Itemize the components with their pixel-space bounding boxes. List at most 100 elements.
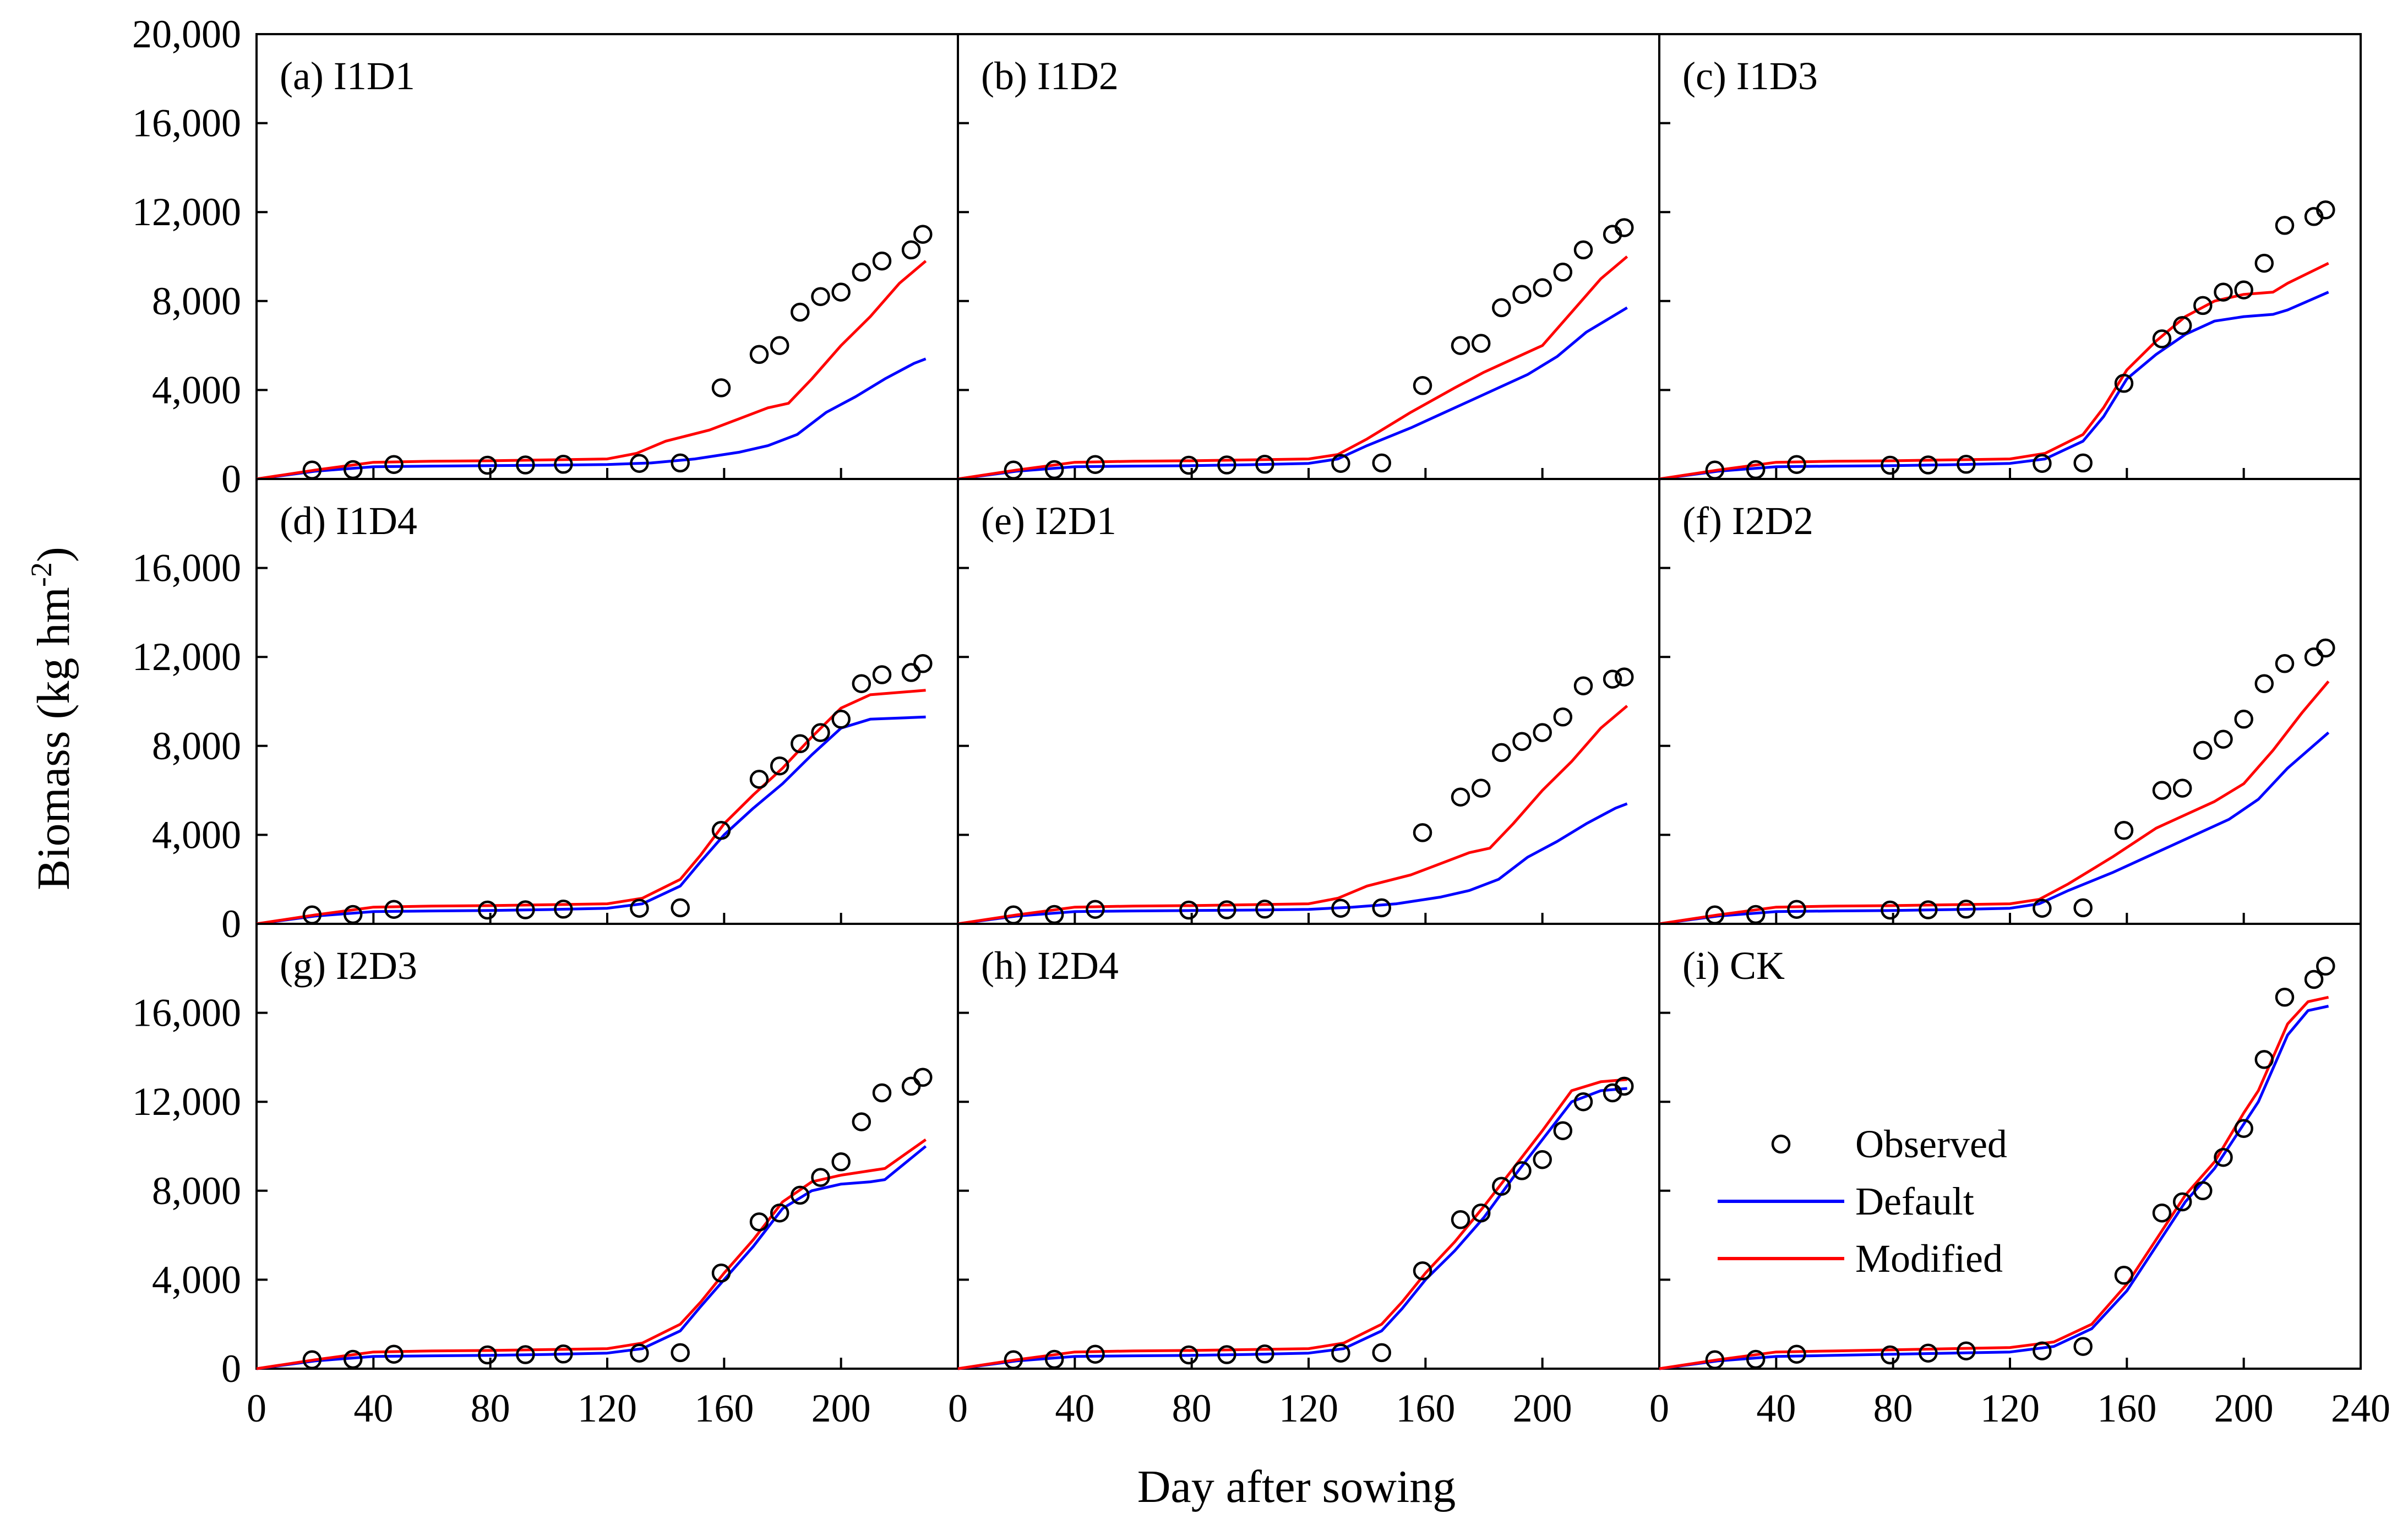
panel-d-observed-point: [630, 899, 649, 918]
panel-a-observed-point: [852, 263, 871, 282]
panel-b-observed-point: [1471, 334, 1491, 353]
panel-e-observed-point: [1451, 787, 1470, 807]
panel-f-observed-point: [2234, 710, 2253, 729]
y-axis-title-main: Biomass (kg hm: [28, 587, 79, 890]
x-tick-label: 0: [1649, 1386, 1669, 1430]
panel-a-observed-point: [770, 336, 789, 355]
y-axis-title-close: ): [28, 547, 79, 562]
panel-g-observed-point: [478, 1345, 497, 1365]
y-tick-label: 8,000: [152, 279, 241, 323]
panel-e-observed-point: [1615, 667, 1634, 687]
panel-a-label: (a) I1D1: [280, 54, 415, 98]
panel-a-observed-point: [711, 378, 731, 398]
panel-h-observed-point: [1372, 1343, 1391, 1363]
panel-b-observed-point: [1217, 455, 1236, 475]
panel-e-observed-point: [1603, 669, 1622, 689]
x-tick-label: 0: [247, 1386, 266, 1430]
panel-d-observed-point: [913, 654, 933, 673]
panel-e-observed-point: [1086, 900, 1105, 919]
panel-h-observed-point: [1573, 1092, 1593, 1112]
panel-c-observed-point: [2316, 200, 2335, 220]
panel-c-observed-point: [2234, 280, 2253, 300]
panel-g-observed-point: [811, 1168, 830, 1187]
panel-c-observed-point: [2152, 329, 2172, 349]
panel-h-label: (h) I2D4: [981, 944, 1119, 988]
panel-f-observed-point: [2033, 899, 2052, 918]
panel-e: (e) I2D1: [957, 478, 1660, 925]
panel-h-observed-point: [1471, 1203, 1491, 1223]
panel-b-observed-point: [1615, 218, 1634, 237]
panel-d-observed-point: [711, 821, 731, 840]
panel-c-observed-point: [2114, 374, 2134, 393]
panel-i-observed-point: [1881, 1345, 1900, 1365]
panel-f-observed-point: [2316, 638, 2335, 658]
panel-b-observed-point: [1179, 455, 1198, 475]
y-tick-label: 16,000: [132, 546, 241, 590]
panel-c-default-line: [1659, 291, 2329, 481]
panel-e-observed-point: [1217, 900, 1236, 919]
panel-e-observed-point: [1553, 707, 1573, 727]
panel-i-observed-point: [2033, 1341, 2052, 1360]
panel-b-observed-point: [1553, 263, 1573, 282]
panel-i-observed-point: [1787, 1344, 1806, 1364]
panel-b-observed-point: [1492, 298, 1511, 318]
panel-i-observed-point: [2304, 970, 2324, 989]
panel-c-observed-point: [1919, 455, 1938, 475]
x-tick-label: 160: [2097, 1386, 2156, 1430]
panel-i-observed-point: [2073, 1337, 2093, 1356]
panel-f-observed-point: [2152, 781, 2172, 800]
panel-c-observed-point: [1787, 455, 1806, 474]
panel-c-observed-point: [2033, 454, 2052, 473]
x-tick-label: 200: [811, 1386, 871, 1430]
panel-e-observed-point: [1573, 676, 1593, 695]
panel-c-observed-point: [2172, 315, 2192, 335]
y-tick-label: 0: [221, 457, 241, 501]
panel-d-observed-point: [554, 900, 573, 919]
panel-d-observed-point: [384, 900, 404, 919]
panel-f-observed-point: [1881, 900, 1900, 920]
panel-d-observed-point: [852, 674, 871, 693]
panel-e-observed-point: [1179, 900, 1198, 920]
panel-f-observed-point: [2214, 729, 2233, 749]
panel-e-modified-line: [957, 705, 1628, 925]
y-axis-title: Biomass (kg hm-2): [25, 547, 79, 890]
panels-layer: (a) I1D1 (b) I1D2 (c) I1D3 (d) I1D4 (e) I2D1…: [255, 33, 2362, 1370]
y-tick-label: 16,000: [132, 991, 241, 1035]
panel-h-observed-point: [1615, 1076, 1634, 1096]
y-axis-title-superscript: -2: [25, 562, 58, 587]
y-tick-label: 16,000: [132, 101, 241, 145]
panel-i-observed-point: [2172, 1192, 2192, 1212]
panel-i-observed-point: [1919, 1343, 1938, 1363]
panel-c-observed-point: [2254, 253, 2274, 273]
x-tick-label: 120: [578, 1386, 637, 1430]
panel-g-observed-point: [770, 1203, 789, 1223]
panel-h-observed-point: [1512, 1161, 1532, 1180]
panel-c-observed-point: [2073, 453, 2093, 473]
panel-i: (i) CK: [1658, 923, 2362, 1370]
x-tick-label: 200: [2214, 1386, 2274, 1430]
panel-g-label: (g) I2D3: [280, 944, 417, 988]
panel-h: (h) I2D4: [957, 923, 1660, 1370]
panel-d-observed-point: [671, 898, 690, 918]
x-tick-label: 200: [1513, 1386, 1572, 1430]
panel-d-label: (d) I1D4: [280, 499, 417, 543]
panel-b-observed-point: [1372, 453, 1391, 473]
panel-d-observed-point: [478, 900, 497, 920]
x-tick-label: 80: [471, 1386, 510, 1430]
x-axis-title: Day after sowing: [1137, 1461, 1456, 1512]
y-tick-label: 0: [221, 902, 241, 946]
panel-h-observed-point: [1533, 1150, 1552, 1169]
panel-b-observed-point: [1331, 454, 1350, 473]
panel-b-default-line: [957, 306, 1628, 481]
panel-h-observed-point: [1044, 1349, 1064, 1369]
legend-modified-label: Modified: [1855, 1237, 2003, 1281]
panel-g-observed-point: [749, 1212, 769, 1232]
panel-i-observed-point: [2254, 1050, 2274, 1069]
panel-a-observed-point: [671, 453, 690, 473]
panel-g-observed-point: [630, 1343, 649, 1363]
panel-e-observed-point: [1331, 899, 1350, 918]
panel-c-modified-line: [1659, 262, 2329, 481]
panel-i-observed-point: [2316, 956, 2335, 976]
